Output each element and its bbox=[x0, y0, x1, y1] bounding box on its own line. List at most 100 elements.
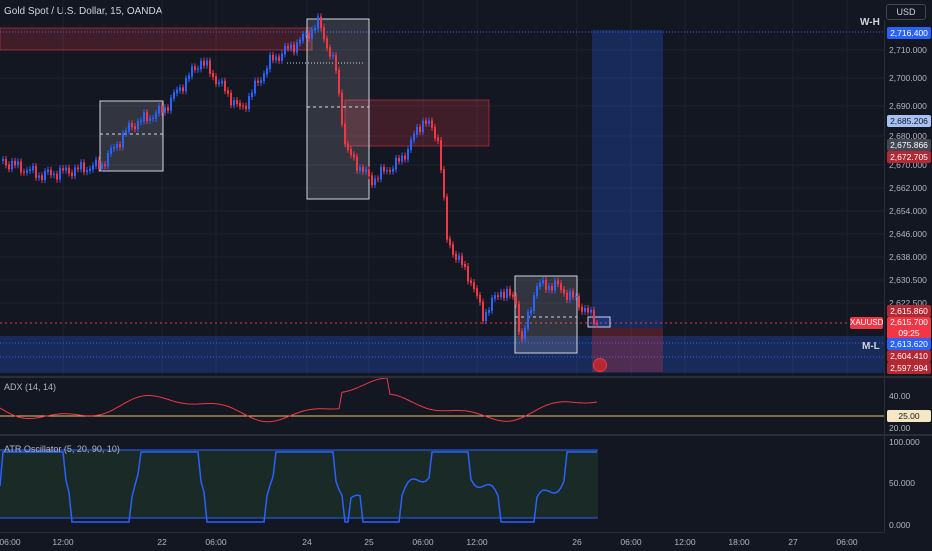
candle-body bbox=[434, 126, 436, 139]
price-label: 2,685.206 bbox=[887, 115, 931, 127]
target-zone bbox=[592, 30, 663, 328]
candle-body bbox=[68, 167, 70, 174]
candle-body bbox=[566, 292, 568, 300]
candle-body bbox=[191, 66, 193, 77]
time-tick: 26 bbox=[572, 537, 582, 547]
candle-body bbox=[32, 166, 34, 171]
candle-body bbox=[272, 54, 274, 61]
candle-body bbox=[314, 27, 316, 31]
candle-body bbox=[407, 149, 409, 160]
candle-body bbox=[293, 44, 295, 53]
atr-title: ATR Oscillator (5, 20, 90, 10) bbox=[4, 444, 120, 454]
candle-body bbox=[77, 167, 79, 170]
candle-body bbox=[386, 170, 388, 172]
candle-body bbox=[92, 165, 94, 170]
price-tick: 2,670.000 bbox=[889, 160, 927, 170]
candle-body bbox=[464, 263, 466, 268]
candle-body bbox=[26, 170, 28, 173]
candle-body bbox=[518, 303, 520, 333]
candle-body bbox=[152, 117, 154, 120]
atr-axis[interactable]: 100.000 50.000 0.000 bbox=[884, 436, 932, 532]
candle-body bbox=[308, 33, 310, 39]
chart-title: Gold Spot / U.S. Dollar, 15, OANDA bbox=[4, 6, 163, 17]
candle-body bbox=[596, 323, 598, 325]
candle-body bbox=[302, 33, 304, 41]
candle-body bbox=[41, 175, 43, 181]
candle-body bbox=[410, 139, 412, 151]
candle-body bbox=[161, 105, 163, 113]
candle-body bbox=[425, 120, 427, 124]
candle-body bbox=[62, 168, 64, 171]
candle-body bbox=[305, 33, 307, 35]
candle-body bbox=[35, 166, 37, 178]
candle-body bbox=[116, 144, 118, 149]
candle-body bbox=[482, 301, 484, 322]
time-tick: 12:00 bbox=[52, 537, 74, 547]
candle-body bbox=[356, 156, 358, 171]
alert-icon[interactable] bbox=[593, 358, 607, 372]
time-tick: 06:00 bbox=[620, 537, 642, 547]
demand-zone-ml bbox=[0, 336, 884, 373]
candle-body bbox=[422, 120, 424, 133]
candle-body bbox=[581, 306, 583, 312]
candle-body bbox=[470, 280, 472, 284]
candle-body bbox=[158, 105, 160, 114]
time-axis[interactable]: 06:00 12:00 22 06:00 24 25 06:00 12:00 2… bbox=[0, 532, 884, 551]
candle-body bbox=[437, 137, 439, 142]
candle-body bbox=[359, 167, 361, 171]
candle-body bbox=[104, 164, 106, 167]
candle-body bbox=[230, 92, 232, 106]
adx-axis[interactable]: 40.00 20.00 25.00 bbox=[884, 378, 932, 434]
candle-body bbox=[236, 100, 238, 104]
wh-label: W-H bbox=[860, 17, 880, 28]
price-pane[interactable]: W-H M-L bbox=[0, 0, 884, 376]
candle-body bbox=[527, 311, 529, 329]
candle-body bbox=[431, 120, 433, 128]
pane-divider[interactable] bbox=[0, 376, 932, 378]
candle-body bbox=[179, 87, 181, 91]
candle-body bbox=[515, 295, 517, 305]
candle-body bbox=[155, 112, 157, 119]
price-chart[interactable] bbox=[0, 0, 884, 376]
adx-chart bbox=[0, 378, 884, 423]
candle-body bbox=[38, 175, 40, 178]
candle-body bbox=[281, 53, 283, 61]
candle-body bbox=[59, 168, 61, 180]
candle-body bbox=[350, 148, 352, 156]
candle-body bbox=[95, 159, 97, 167]
adx-pane[interactable]: ADX (14, 14) bbox=[0, 378, 884, 434]
price-tick: 2,690.000 bbox=[889, 101, 927, 111]
candlesticks bbox=[2, 13, 598, 343]
candle-body bbox=[221, 80, 223, 84]
candle-body bbox=[248, 96, 250, 110]
candle-body bbox=[488, 309, 490, 313]
candle-body bbox=[365, 169, 367, 172]
candle-body bbox=[326, 38, 328, 49]
pane-divider-2[interactable] bbox=[0, 434, 932, 436]
atr-pane[interactable]: ATR Oscillator (5, 20, 90, 10) bbox=[0, 436, 884, 532]
candle-body bbox=[389, 170, 391, 172]
price-label: 2,675.866 bbox=[887, 139, 931, 151]
candle-body bbox=[428, 120, 430, 124]
candle-body bbox=[392, 168, 394, 172]
candle-body bbox=[254, 80, 256, 94]
range-box-1 bbox=[99, 100, 164, 172]
candle-body bbox=[164, 107, 166, 113]
candle-body bbox=[575, 296, 577, 298]
candle-body bbox=[5, 159, 7, 166]
candle-body bbox=[71, 172, 73, 177]
adx-tick: 40.00 bbox=[889, 391, 911, 401]
range-box-2 bbox=[306, 18, 370, 200]
candle-body bbox=[86, 170, 88, 173]
candle-body bbox=[56, 173, 58, 180]
candle-body bbox=[536, 286, 538, 297]
currency-selector[interactable]: USD bbox=[886, 4, 926, 20]
candle-body bbox=[452, 244, 454, 255]
candle-body bbox=[20, 161, 22, 173]
candle-body bbox=[101, 164, 103, 169]
price-label: 2,613.620 bbox=[887, 338, 931, 350]
time-tick: 06:00 bbox=[0, 537, 21, 547]
candle-body bbox=[491, 297, 493, 311]
price-axis[interactable]: 2,710.000 2,700.000 2,690.000 2,680.000 … bbox=[884, 20, 932, 376]
candle-body bbox=[224, 80, 226, 92]
